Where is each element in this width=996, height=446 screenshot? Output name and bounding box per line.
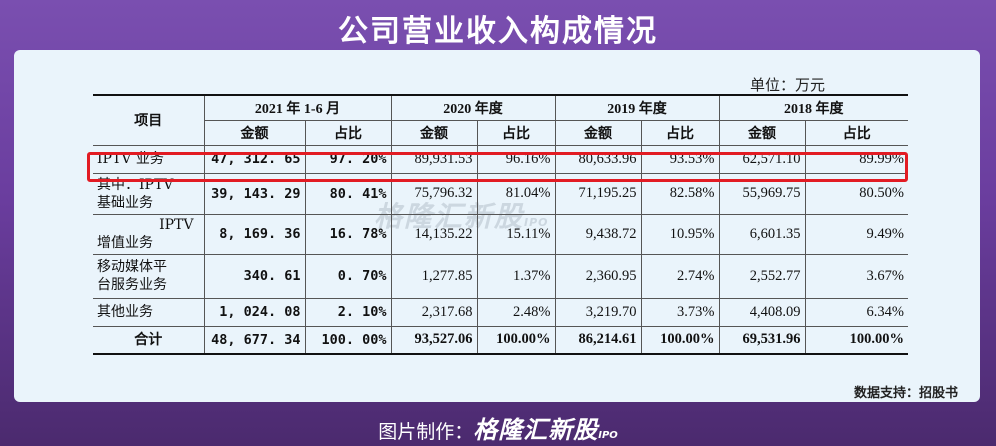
header-ratio: 占比 — [804, 119, 909, 146]
brand-tag: IPO — [598, 430, 618, 441]
header-ratio: 占比 — [640, 119, 720, 146]
cell-value: 10.95% — [640, 213, 720, 255]
cell-value: 82.58% — [640, 172, 720, 215]
cell-value: 89.99% — [804, 144, 909, 174]
row-label: 其中：IPTV 基础业务 — [93, 172, 205, 215]
row-label-line: 台服务业务 — [97, 277, 167, 293]
cell-value: 100.00% — [476, 325, 556, 355]
table-row-total: 合计 48, 677. 34 100. 00% 93,527.06 100.00… — [93, 325, 909, 355]
header-amount: 金额 — [718, 119, 806, 146]
brand-logo: 格隆汇新股 — [473, 416, 599, 444]
header-period: 2019 年度 — [554, 94, 720, 121]
cell-value: 8, 169. 36 — [203, 213, 306, 255]
row-label-line: 基础业务 — [97, 194, 153, 211]
row-label-line: IPTV — [159, 217, 194, 233]
header-period: 2020 年度 — [390, 94, 556, 121]
cell-value: 0. 70% — [304, 253, 392, 299]
cell-value: 2.48% — [476, 297, 556, 327]
cell-value: 62,571.10 — [718, 144, 806, 174]
footer: 图片制作：格隆汇新股IPO — [0, 410, 996, 445]
cell-value: 100.00% — [804, 325, 909, 355]
cell-value: 80.50% — [804, 172, 909, 215]
cell-value: 2.74% — [640, 253, 720, 299]
table-row: IPTV 增值业务 8, 169. 36 16. 78% 14,135.22 1… — [93, 213, 909, 255]
row-label-line: 移动媒体平 — [97, 259, 167, 275]
table-row: 其他业务 1, 024. 08 2. 10% 2,317.68 2.48% 3,… — [93, 297, 909, 327]
cell-value: 6.34% — [804, 297, 909, 327]
row-label: 移动媒体平 台服务业务 — [93, 253, 205, 299]
table-card: 单位：万元 格隆汇新股IPO 项目 2021 年 1-6 月 2020 年度 2… — [14, 50, 980, 402]
source-note: 数据支持：招股书 — [853, 386, 958, 401]
header-ratio: 占比 — [476, 119, 556, 146]
row-label: 合计 — [93, 325, 205, 355]
cell-value: 89,931.53 — [390, 144, 478, 174]
cell-value: 69,531.96 — [718, 325, 806, 355]
cell-value: 4,408.09 — [718, 297, 806, 327]
header-amount: 金额 — [554, 119, 642, 146]
cell-value: 6,601.35 — [718, 213, 806, 255]
revenue-table: 项目 2021 年 1-6 月 2020 年度 2019 年度 2018 年度 … — [93, 94, 909, 355]
cell-value: 2,552.77 — [718, 253, 806, 299]
cell-value: 14,135.22 — [390, 213, 478, 255]
cell-value: 9,438.72 — [554, 213, 642, 255]
cell-value: 1,277.85 — [390, 253, 478, 299]
header-row-periods: 项目 2021 年 1-6 月 2020 年度 2019 年度 2018 年度 — [93, 94, 909, 146]
cell-value: 81.04% — [476, 172, 556, 215]
row-label: IPTV 业务 — [93, 144, 205, 174]
table-row: 其中：IPTV 基础业务 39, 143. 29 80. 41% 75,796.… — [93, 172, 909, 215]
page-title: 公司营业收入构成情况 — [338, 14, 658, 49]
cell-value: 9.49% — [804, 213, 909, 255]
header-amount: 金额 — [390, 119, 478, 146]
cell-value: 3,219.70 — [554, 297, 642, 327]
row-label-line: 增值业务 — [97, 235, 153, 251]
cell-value: 71,195.25 — [554, 172, 642, 215]
cell-value: 48, 677. 34 — [203, 325, 306, 355]
cell-value: 97. 20% — [304, 144, 392, 174]
cell-value: 3.67% — [804, 253, 909, 299]
cell-value: 80,633.96 — [554, 144, 642, 174]
cell-value: 96.16% — [476, 144, 556, 174]
cell-value: 16. 78% — [304, 213, 392, 255]
cell-value: 93.53% — [640, 144, 720, 174]
row-label: 其他业务 — [93, 297, 205, 327]
cell-value: 100. 00% — [304, 325, 392, 355]
cell-value: 3.73% — [640, 297, 720, 327]
row-label: IPTV 增值业务 — [93, 213, 205, 255]
header-period: 2021 年 1-6 月 — [203, 94, 392, 121]
cell-value: 55,969.75 — [718, 172, 806, 215]
header-amount: 金额 — [204, 119, 306, 146]
cell-value: 1.37% — [476, 253, 556, 299]
cell-value: 86,214.61 — [554, 325, 642, 355]
header-item: 项目 — [93, 94, 205, 146]
footer-label: 图片制作： — [378, 421, 474, 443]
cell-value: 340. 61 — [203, 253, 306, 299]
cell-value: 75,796.32 — [390, 172, 478, 215]
header-ratio: 占比 — [304, 119, 392, 146]
table-row: IPTV 业务 47, 312. 65 97. 20% 89,931.53 96… — [93, 144, 909, 174]
cell-value: 80. 41% — [304, 172, 392, 215]
header-period: 2018 年度 — [718, 94, 909, 121]
cell-value: 2,360.95 — [554, 253, 642, 299]
cell-value: 2,317.68 — [390, 297, 478, 327]
row-label-line: 其中：IPTV — [97, 176, 174, 193]
cell-value: 1, 024. 08 — [203, 297, 306, 327]
cell-value: 93,527.06 — [390, 325, 478, 355]
table-row: 移动媒体平 台服务业务 340. 61 0. 70% 1,277.85 1.37… — [93, 253, 909, 299]
cell-value: 15.11% — [476, 213, 556, 255]
cell-value: 39, 143. 29 — [203, 172, 306, 215]
header-row-columns: 金额 占比 金额 占比 金额 占比 金额 占比 — [93, 119, 909, 146]
cell-value: 47, 312. 65 — [203, 144, 306, 174]
unit-label: 单位：万元 — [750, 76, 826, 94]
cell-value: 100.00% — [640, 325, 720, 355]
cell-value: 2. 10% — [304, 297, 392, 327]
